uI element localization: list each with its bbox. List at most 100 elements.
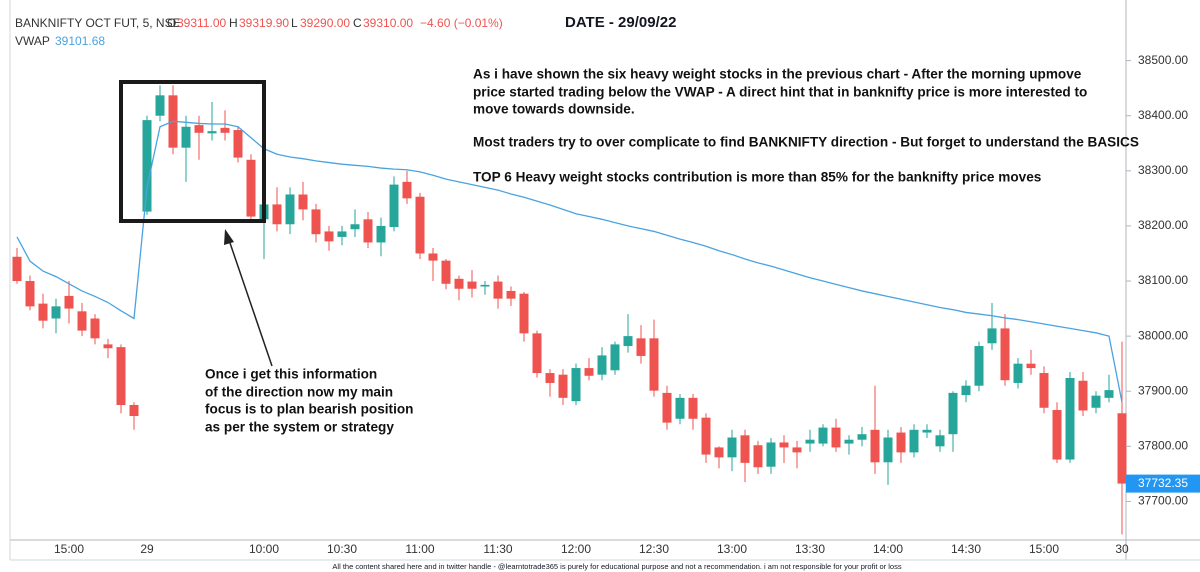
candle-body xyxy=(337,231,347,237)
candle-body xyxy=(441,260,451,284)
candle-body xyxy=(662,392,672,423)
legend: BANKNIFTY OCT FUT, 5, NSE O 39311.00 H 3… xyxy=(15,16,503,48)
candle-body xyxy=(571,368,581,402)
candle-body xyxy=(220,127,230,133)
candle-body xyxy=(558,374,568,398)
candle-body xyxy=(610,344,620,371)
candle-body xyxy=(1013,363,1023,383)
x-tick-label: 11:30 xyxy=(483,542,512,556)
x-tick-label: 15:00 xyxy=(1029,542,1059,556)
y-tick-label: 38300.00 xyxy=(1138,163,1188,177)
candle-body xyxy=(1104,390,1114,398)
candle-body xyxy=(285,194,295,225)
candle-body xyxy=(792,447,802,453)
y-tick-label: 38000.00 xyxy=(1138,328,1188,342)
candle-body xyxy=(883,437,893,463)
candle-body xyxy=(428,253,438,261)
candle-body xyxy=(90,318,100,339)
note: TOP 6 Heavy weight stocks contribution i… xyxy=(473,170,1041,185)
candle-body xyxy=(961,385,971,396)
candle-body xyxy=(298,194,308,210)
x-tick-label: 13:30 xyxy=(795,542,825,556)
candle-body xyxy=(649,338,659,391)
y-tick-label: 38400.00 xyxy=(1138,108,1188,122)
candle-body xyxy=(675,397,685,419)
candle-body xyxy=(64,295,74,309)
callout: as per the system or strategy xyxy=(205,420,394,435)
candle-body xyxy=(376,225,386,243)
ohlc-key: C xyxy=(353,16,362,30)
arrow-head xyxy=(224,229,234,245)
candle-body xyxy=(597,355,607,375)
ohlc-value: 39290.00 xyxy=(300,16,350,30)
ohlc-key: L xyxy=(291,16,298,30)
candle-body xyxy=(701,417,711,455)
note: As i have shown the six heavy weight sto… xyxy=(473,67,1082,82)
candle-body xyxy=(1000,328,1010,381)
candle-body xyxy=(974,346,984,386)
candle-body xyxy=(25,281,35,307)
footer: All the content shared here and in twitt… xyxy=(332,562,901,571)
candle-body xyxy=(844,439,854,444)
candle-body xyxy=(948,392,958,435)
candle-body xyxy=(207,131,217,134)
candle-body xyxy=(753,445,763,468)
note: move towards downside. xyxy=(473,102,635,117)
candle-body xyxy=(532,333,542,374)
candle-body xyxy=(1039,373,1049,408)
candle-body xyxy=(51,306,61,319)
candle-body xyxy=(545,373,555,383)
candle-body xyxy=(909,429,919,453)
candle-body xyxy=(480,284,490,287)
candle-body xyxy=(740,435,750,463)
candle-body xyxy=(1091,395,1101,408)
candle-body xyxy=(870,429,880,463)
ohlc-key: O xyxy=(167,16,176,30)
candle-body xyxy=(194,125,204,133)
arrow-line xyxy=(228,239,273,367)
vwap-line xyxy=(16,120,1123,403)
candle-body xyxy=(129,405,139,417)
x-tick-label: 29 xyxy=(140,542,154,556)
candle-body xyxy=(233,130,243,158)
candle-body xyxy=(831,427,841,448)
last-price-label: 37732.35 xyxy=(1138,476,1188,490)
x-tick-label: 30 xyxy=(1115,542,1129,556)
x-tick-label: 12:00 xyxy=(561,542,591,556)
y-tick-label: 37900.00 xyxy=(1138,383,1188,397)
x-tick-label: 14:30 xyxy=(951,542,981,556)
candle-body xyxy=(1117,413,1127,484)
callout: Once i get this information xyxy=(205,367,377,382)
note: price started trading below the VWAP - A… xyxy=(473,85,1087,100)
candle-body xyxy=(805,439,815,444)
candle-body xyxy=(38,303,48,321)
candle-body xyxy=(922,429,932,433)
candle-body xyxy=(1026,363,1036,369)
candle-body xyxy=(727,437,737,458)
change: −4.60 (−0.01%) xyxy=(420,16,503,30)
candle-body xyxy=(688,397,698,419)
y-tick-label: 37800.00 xyxy=(1138,438,1188,452)
candle-body xyxy=(506,290,516,299)
candle-body xyxy=(77,311,87,331)
plot-area xyxy=(12,85,1127,535)
candle-body xyxy=(402,181,412,199)
ohlc-value: 39311.00 xyxy=(177,16,226,30)
candle-body xyxy=(935,435,945,447)
x-tick-label: 10:00 xyxy=(249,542,279,556)
candle-body xyxy=(272,204,282,225)
y-tick-label: 38500.00 xyxy=(1138,53,1188,67)
candle-body xyxy=(363,219,373,243)
candle-body xyxy=(142,120,152,212)
candle-body xyxy=(155,95,165,116)
x-tick-label: 10:30 xyxy=(327,542,357,556)
highlight-box xyxy=(119,80,266,223)
candle-body xyxy=(987,328,997,344)
candle-body xyxy=(818,427,828,444)
candle-body xyxy=(246,159,256,217)
candle-body xyxy=(1052,409,1062,460)
candle-body xyxy=(350,224,360,230)
candle-body xyxy=(415,196,425,254)
